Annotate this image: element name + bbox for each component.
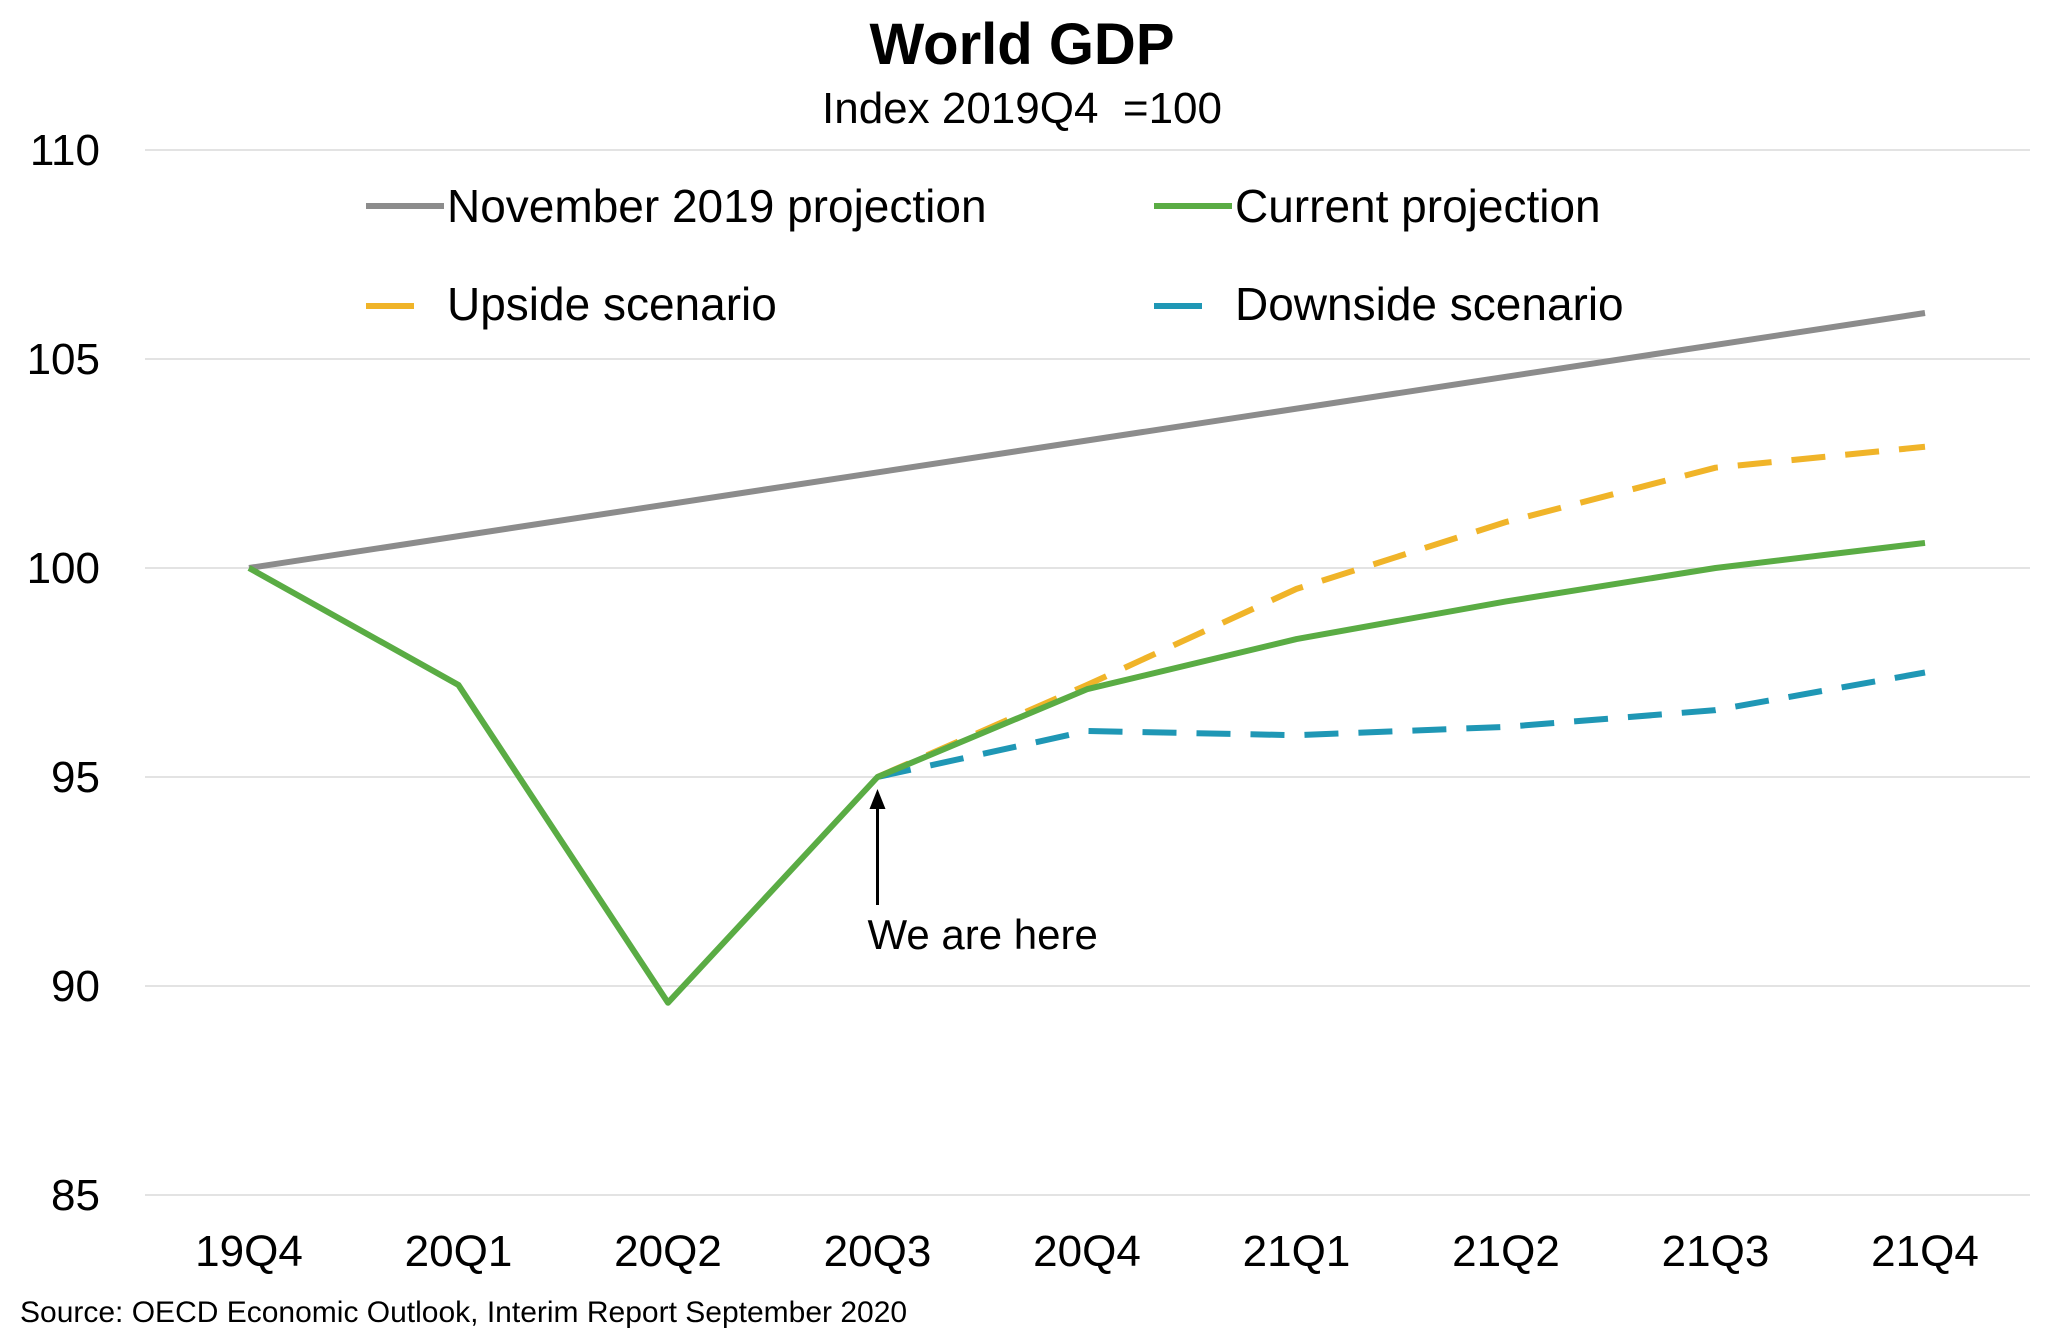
x-tick-label-21q4: 21Q4: [1871, 1227, 1979, 1276]
y-tick-label-110: 110: [30, 126, 100, 175]
legend-label-november-2019: November 2019 projection: [447, 180, 987, 232]
annotation-arrowhead: [869, 789, 886, 809]
y-axis: 85 90 95 100 105 110: [27, 126, 100, 1220]
x-tick-label-20q1: 20Q1: [405, 1227, 513, 1276]
annotation-text: We are here: [868, 911, 1098, 958]
x-tick-label-21q1: 21Q1: [1243, 1227, 1351, 1276]
y-tick-label-90: 90: [51, 962, 100, 1011]
legend: November 2019 projection Current project…: [366, 180, 1624, 330]
x-tick-label-21q2: 21Q2: [1452, 1227, 1560, 1276]
x-tick-label-20q2: 20Q2: [614, 1227, 722, 1276]
series-line-downside-scenario: [876, 669, 1926, 780]
x-tick-label-20q4: 20Q4: [1033, 1227, 1141, 1276]
y-tick-label-85: 85: [51, 1171, 100, 1220]
series-line-november-2019-projection: [248, 310, 1926, 571]
x-tick-label-19q4: 19Q4: [195, 1227, 303, 1276]
y-tick-label-105: 105: [27, 335, 100, 384]
annotation-we-are-here: We are here: [868, 789, 1098, 958]
series-line-upside-scenario: [876, 443, 1926, 780]
chart-subtitle: Index 2019Q4 =100: [822, 84, 1222, 133]
series-lines: [247, 310, 1926, 1006]
source-note: Source: OECD Economic Outlook, Interim R…: [20, 1296, 907, 1329]
legend-label-upside: Upside scenario: [447, 278, 777, 330]
x-tick-label-21q3: 21Q3: [1662, 1227, 1770, 1276]
y-tick-label-95: 95: [51, 753, 100, 802]
series-line-current-projection: [247, 539, 1926, 1006]
gridlines: [145, 149, 2030, 1196]
x-tick-label-20q3: 20Q3: [824, 1227, 932, 1276]
x-axis: 19Q4 20Q1 20Q2 20Q3 20Q4 21Q1 21Q2 21Q3 21Q4: [195, 1227, 1979, 1276]
chart-title: World GDP: [869, 12, 1174, 77]
legend-label-downside: Downside scenario: [1235, 278, 1624, 330]
y-tick-label-100: 100: [27, 544, 100, 593]
legend-label-current: Current projection: [1235, 180, 1601, 232]
